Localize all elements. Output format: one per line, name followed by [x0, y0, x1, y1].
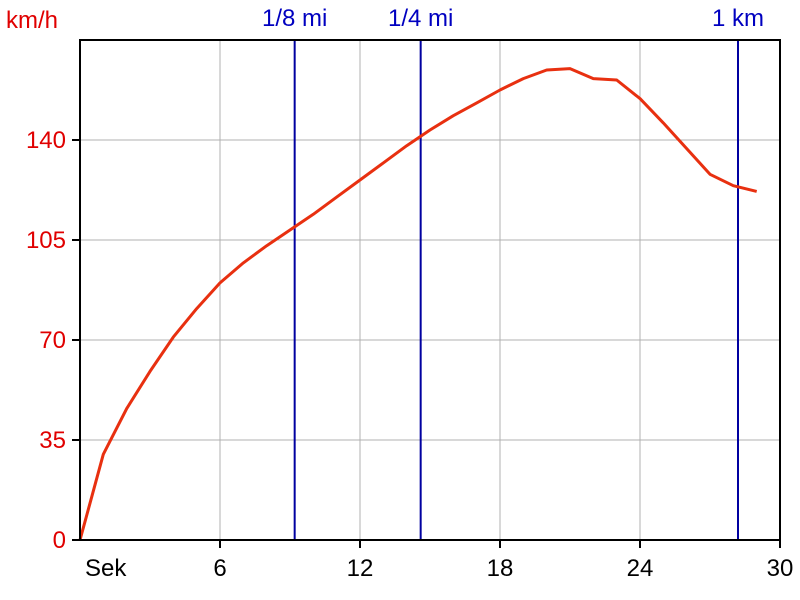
y-tick-label-4: 140 — [26, 127, 66, 154]
distance-markers — [293, 40, 739, 540]
x-tick-label-2: 18 — [487, 555, 514, 582]
x-tick-label-1: 12 — [347, 555, 374, 582]
y-tick-label-3: 105 — [26, 227, 66, 254]
y-tick-label-0: 0 — [53, 527, 66, 554]
y-axis-label: km/h — [6, 7, 58, 34]
x-tick-label-0: 6 — [213, 555, 226, 582]
y-tick-label-1: 35 — [39, 427, 66, 454]
y-tick-label-2: 70 — [39, 327, 66, 354]
x-tick-labels: 6 12 18 24 30 — [213, 540, 793, 582]
marker-label-0: 1/8 mi — [262, 5, 327, 32]
speed-series-line — [78, 67, 758, 541]
plot-frame — [79, 39, 781, 541]
x-axis-label: Sek — [85, 555, 127, 582]
y-tick-labels: 0 35 70 105 140 — [26, 127, 80, 554]
marker-label-2: 1 km — [712, 5, 764, 32]
grid-lines — [80, 40, 780, 540]
x-tick-label-3: 24 — [627, 555, 654, 582]
marker-label-1: 1/4 mi — [388, 5, 453, 32]
x-tick-label-4: 30 — [767, 555, 794, 582]
marker-labels: 1/8 mi 1/4 mi 1 km — [262, 5, 764, 32]
